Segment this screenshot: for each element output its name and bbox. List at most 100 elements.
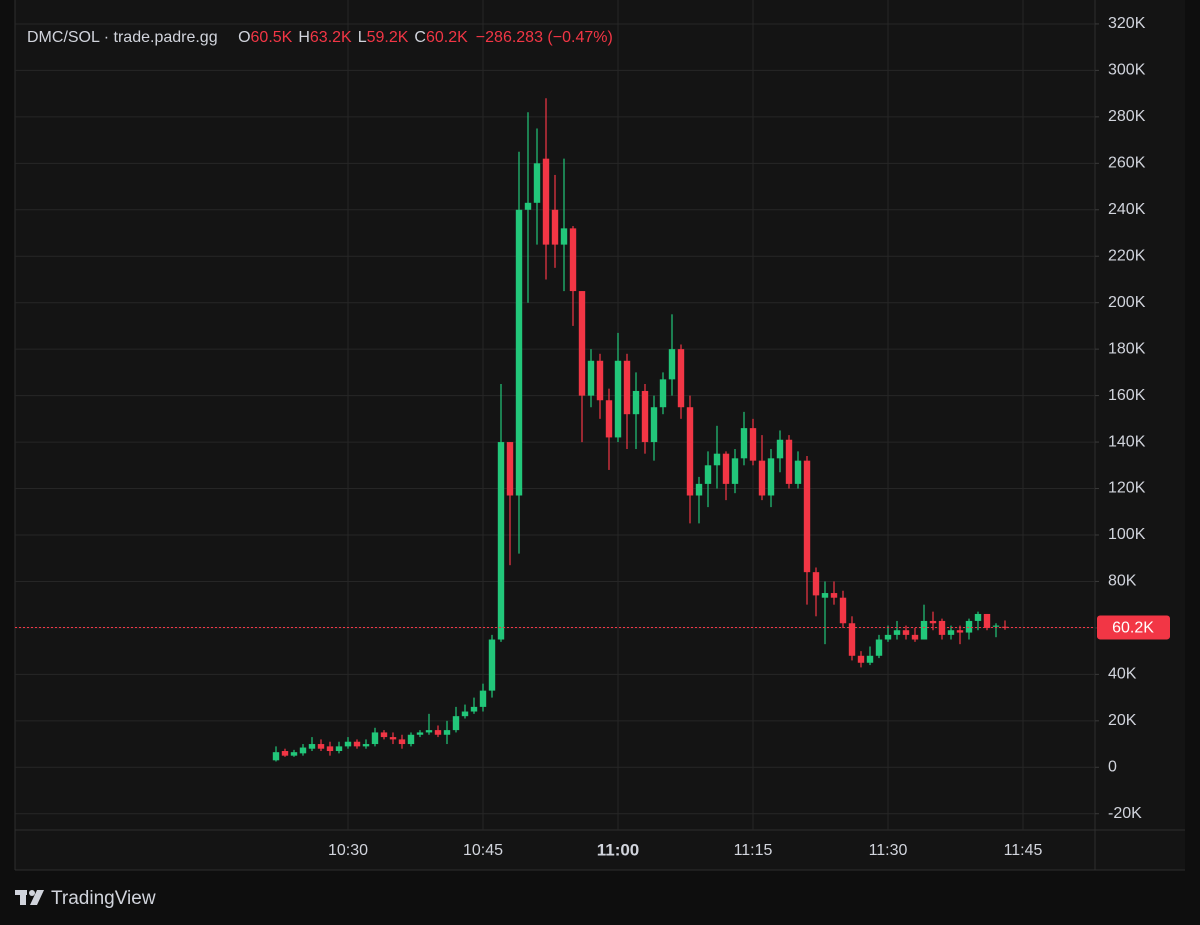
candle [875,634,883,659]
candle-body [515,209,523,496]
candle-body [992,625,1000,627]
candle [461,704,469,719]
candle-body [605,400,613,438]
candle [425,713,433,735]
candle-body [524,202,532,210]
symbol: DMC/SOL · trade.padre.gg [27,29,218,46]
candle [281,748,289,757]
candle-body [533,163,541,203]
candle-body [299,747,307,754]
candle [452,706,460,733]
watermark: TradingView [51,888,156,909]
candle-body [803,460,811,573]
x-tick-label: 11:00 [597,840,640,859]
candle [965,618,973,640]
y-tick-label: -20K [1108,805,1142,822]
candle-body [767,458,775,496]
candle-body [668,349,676,380]
y-tick-label: 300K [1108,62,1146,79]
candle [605,388,613,470]
candle [668,314,676,396]
ohlc-label: L [357,29,367,46]
candle-body [794,460,802,484]
candle-body [362,744,370,747]
candle [884,625,892,642]
candle [479,683,487,712]
candle [578,291,586,443]
candle-body [488,639,496,691]
candle-body [461,711,469,717]
y-tick-label: 0 [1108,758,1117,775]
candle-body [623,360,631,415]
candle [686,395,694,524]
candle-body [758,460,766,496]
candle [317,739,325,752]
candle [506,442,514,566]
y-tick-label: 40K [1108,666,1137,683]
candle [551,174,559,268]
ohlc-value: 59.2K [366,29,409,46]
candle [353,739,361,749]
candle-body [965,620,973,633]
candle [380,730,388,740]
y-tick-label: 80K [1108,573,1137,590]
candle-body [776,439,784,459]
candle [299,744,307,756]
price-change: −286.283 (−0.47%) [475,29,613,46]
candle [587,349,595,408]
y-tick-label: 100K [1108,526,1146,543]
logo-part [30,890,44,905]
ohlc-value: 63.2K [309,29,352,46]
candle [335,741,343,754]
candle-body [389,737,397,740]
candle-body [443,730,451,735]
chart-panel [15,0,1185,870]
candle [533,128,541,245]
candle [695,476,703,524]
candle [785,435,793,489]
candle [371,727,379,747]
candle-body [893,630,901,635]
candle-body [938,620,946,635]
candle [839,590,847,628]
candle-body [344,741,352,747]
ohlc-value: 60.2K [425,29,468,46]
candle-body [686,407,694,496]
y-tick-label: 280K [1108,108,1146,125]
candle [866,646,874,666]
candle-body [884,634,892,640]
candle [848,616,856,661]
candle [803,456,811,605]
last-price-label: 60.2K [1112,620,1154,637]
candle-body [614,360,622,438]
ohlc-value: 60.5K [250,29,293,46]
y-tick-label: 140K [1108,433,1146,450]
candle [389,732,397,745]
candle [740,411,748,466]
candle [650,395,658,461]
candle-body [695,483,703,496]
x-tick-label: 10:45 [463,842,503,859]
candle [821,581,829,645]
candle [632,372,640,450]
candle [731,449,739,494]
candle-body [578,291,586,396]
candle [722,451,730,501]
candle-body [542,158,550,245]
candle-body [371,732,379,745]
ohlc-label: H [298,29,310,46]
candle [326,741,334,756]
candle-body [920,620,928,640]
candle-body [290,752,298,756]
candle-body [983,613,991,628]
y-tick-label: 200K [1108,294,1146,311]
candle-body [866,655,874,663]
candle-body [596,360,604,401]
candle-body [641,390,649,443]
candle-body [272,752,280,761]
candle [344,737,352,749]
y-tick-label: 240K [1108,201,1146,218]
candle-body [407,734,415,745]
